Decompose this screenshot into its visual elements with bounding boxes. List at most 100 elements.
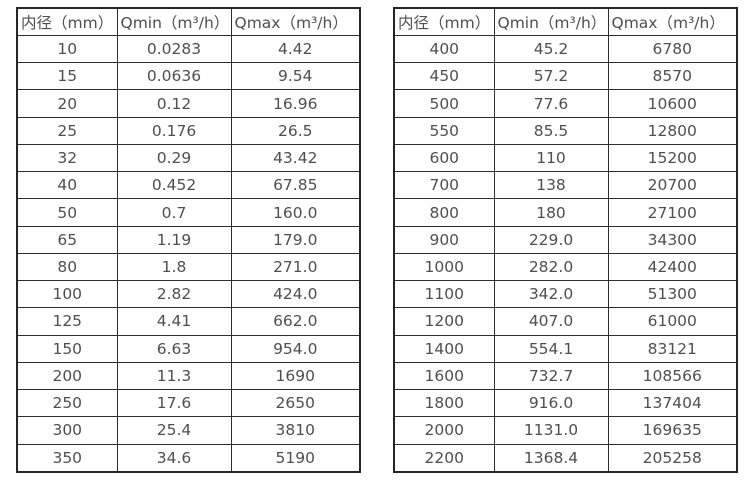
table-row: 2200 1368.4 205258 [393, 443, 738, 473]
table-cell: 9.54 [230, 62, 361, 91]
table-cell: 125 [16, 307, 118, 336]
table-cell: 51300 [607, 280, 738, 309]
table-cell: 108566 [607, 361, 738, 391]
table-cell: 1368.4 [493, 443, 609, 473]
table-cell: 1100 [393, 280, 495, 309]
table-row: 1600 732.7 108566 [393, 361, 738, 391]
table-cell: 150 [16, 334, 118, 363]
header-qmax: Qmax（m³/h） [607, 7, 738, 36]
table-cell: 65 [16, 225, 118, 254]
table-cell: 662.0 [230, 307, 361, 336]
table-cell: 1131.0 [493, 416, 609, 445]
table-row: 1800 916.0 137404 [393, 389, 738, 418]
table-row: 25 0.176 26.5 [16, 116, 361, 145]
table-row: 200 11.3 1690 [16, 361, 361, 391]
table-cell: 34.6 [116, 443, 232, 473]
table-cell: 732.7 [493, 361, 609, 391]
table-cell: 271.0 [230, 252, 361, 282]
table-cell: 342.0 [493, 280, 609, 309]
table-cell: 4.42 [230, 34, 361, 64]
table-cell: 554.1 [493, 334, 609, 363]
table-cell: 5190 [230, 443, 361, 473]
table-cell: 40 [16, 171, 118, 200]
table-cell: 138 [493, 171, 609, 200]
table-row: 80 1.8 271.0 [16, 252, 361, 282]
table-row: 600 110 15200 [393, 143, 738, 173]
table-cell: 26.5 [230, 116, 361, 145]
table-cell: 500 [393, 89, 495, 118]
table-cell: 32 [16, 143, 118, 173]
table-cell: 25.4 [116, 416, 232, 445]
table-cell: 110 [493, 143, 609, 173]
table-header-row: 内径（mm） Qmin（m³/h） Qmax（m³/h） [393, 7, 738, 36]
table-cell: 80 [16, 252, 118, 282]
table-row: 450 57.2 8570 [393, 62, 738, 91]
table-cell: 1800 [393, 389, 495, 418]
table-header-row: 内径（mm） Qmin（m³/h） Qmax（m³/h） [16, 7, 361, 36]
table-cell: 16.96 [230, 89, 361, 118]
header-diameter: 内径（mm） [393, 7, 495, 36]
table-row: 550 85.5 12800 [393, 116, 738, 145]
table-cell: 1690 [230, 361, 361, 391]
table-row: 300 25.4 3810 [16, 416, 361, 445]
table-row: 1200 407.0 61000 [393, 307, 738, 336]
table-cell: 0.7 [116, 198, 232, 227]
table-row: 125 4.41 662.0 [16, 307, 361, 336]
table-cell: 20 [16, 89, 118, 118]
table-row: 100 2.82 424.0 [16, 280, 361, 309]
header-qmin: Qmin（m³/h） [116, 7, 232, 36]
table-cell: 42400 [607, 252, 738, 282]
table-cell: 169635 [607, 416, 738, 445]
spec-tables-container: 内径（mm） Qmin（m³/h） Qmax（m³/h） 10 0.0283 4.4… [16, 7, 738, 473]
table-cell: 1600 [393, 361, 495, 391]
table-cell: 10 [16, 34, 118, 64]
table-cell: 600 [393, 143, 495, 173]
table-cell: 27100 [607, 198, 738, 227]
table-cell: 3810 [230, 416, 361, 445]
table-row: 2000 1131.0 169635 [393, 416, 738, 445]
table-cell: 2650 [230, 389, 361, 418]
table-cell: 1000 [393, 252, 495, 282]
table-cell: 400 [393, 34, 495, 64]
table-row: 40 0.452 67.85 [16, 171, 361, 200]
table-row: 50 0.7 160.0 [16, 198, 361, 227]
table-cell: 300 [16, 416, 118, 445]
flow-spec-table-small-diameters: 内径（mm） Qmin（m³/h） Qmax（m³/h） 10 0.0283 4.4… [16, 7, 361, 473]
table-cell: 2.82 [116, 280, 232, 309]
table-cell: 229.0 [493, 225, 609, 254]
table-cell: 15 [16, 62, 118, 91]
table-cell: 0.29 [116, 143, 232, 173]
table-cell: 205258 [607, 443, 738, 473]
table-cell: 800 [393, 198, 495, 227]
table-cell: 50 [16, 198, 118, 227]
table-cell: 550 [393, 116, 495, 145]
table-cell: 350 [16, 443, 118, 473]
flow-spec-table-large-diameters: 内径（mm） Qmin（m³/h） Qmax（m³/h） 400 45.2 6780… [393, 7, 738, 473]
table-cell: 1400 [393, 334, 495, 363]
table-cell: 45.2 [493, 34, 609, 64]
table-cell: 916.0 [493, 389, 609, 418]
table-row: 65 1.19 179.0 [16, 225, 361, 254]
table-cell: 4.41 [116, 307, 232, 336]
table-row: 350 34.6 5190 [16, 443, 361, 473]
table-cell: 15200 [607, 143, 738, 173]
table-cell: 0.0636 [116, 62, 232, 91]
header-qmax: Qmax（m³/h） [230, 7, 361, 36]
table-cell: 85.5 [493, 116, 609, 145]
table-cell: 0.12 [116, 89, 232, 118]
table-cell: 10600 [607, 89, 738, 118]
table-row: 32 0.29 43.42 [16, 143, 361, 173]
table-row: 800 180 27100 [393, 198, 738, 227]
table-cell: 0.452 [116, 171, 232, 200]
table-cell: 20700 [607, 171, 738, 200]
table-cell: 57.2 [493, 62, 609, 91]
table-cell: 61000 [607, 307, 738, 336]
header-qmin: Qmin（m³/h） [493, 7, 609, 36]
table-cell: 137404 [607, 389, 738, 418]
table-cell: 250 [16, 389, 118, 418]
table-cell: 2000 [393, 416, 495, 445]
table-cell: 424.0 [230, 280, 361, 309]
table-cell: 954.0 [230, 334, 361, 363]
table-row: 15 0.0636 9.54 [16, 62, 361, 91]
table-cell: 0.0283 [116, 34, 232, 64]
